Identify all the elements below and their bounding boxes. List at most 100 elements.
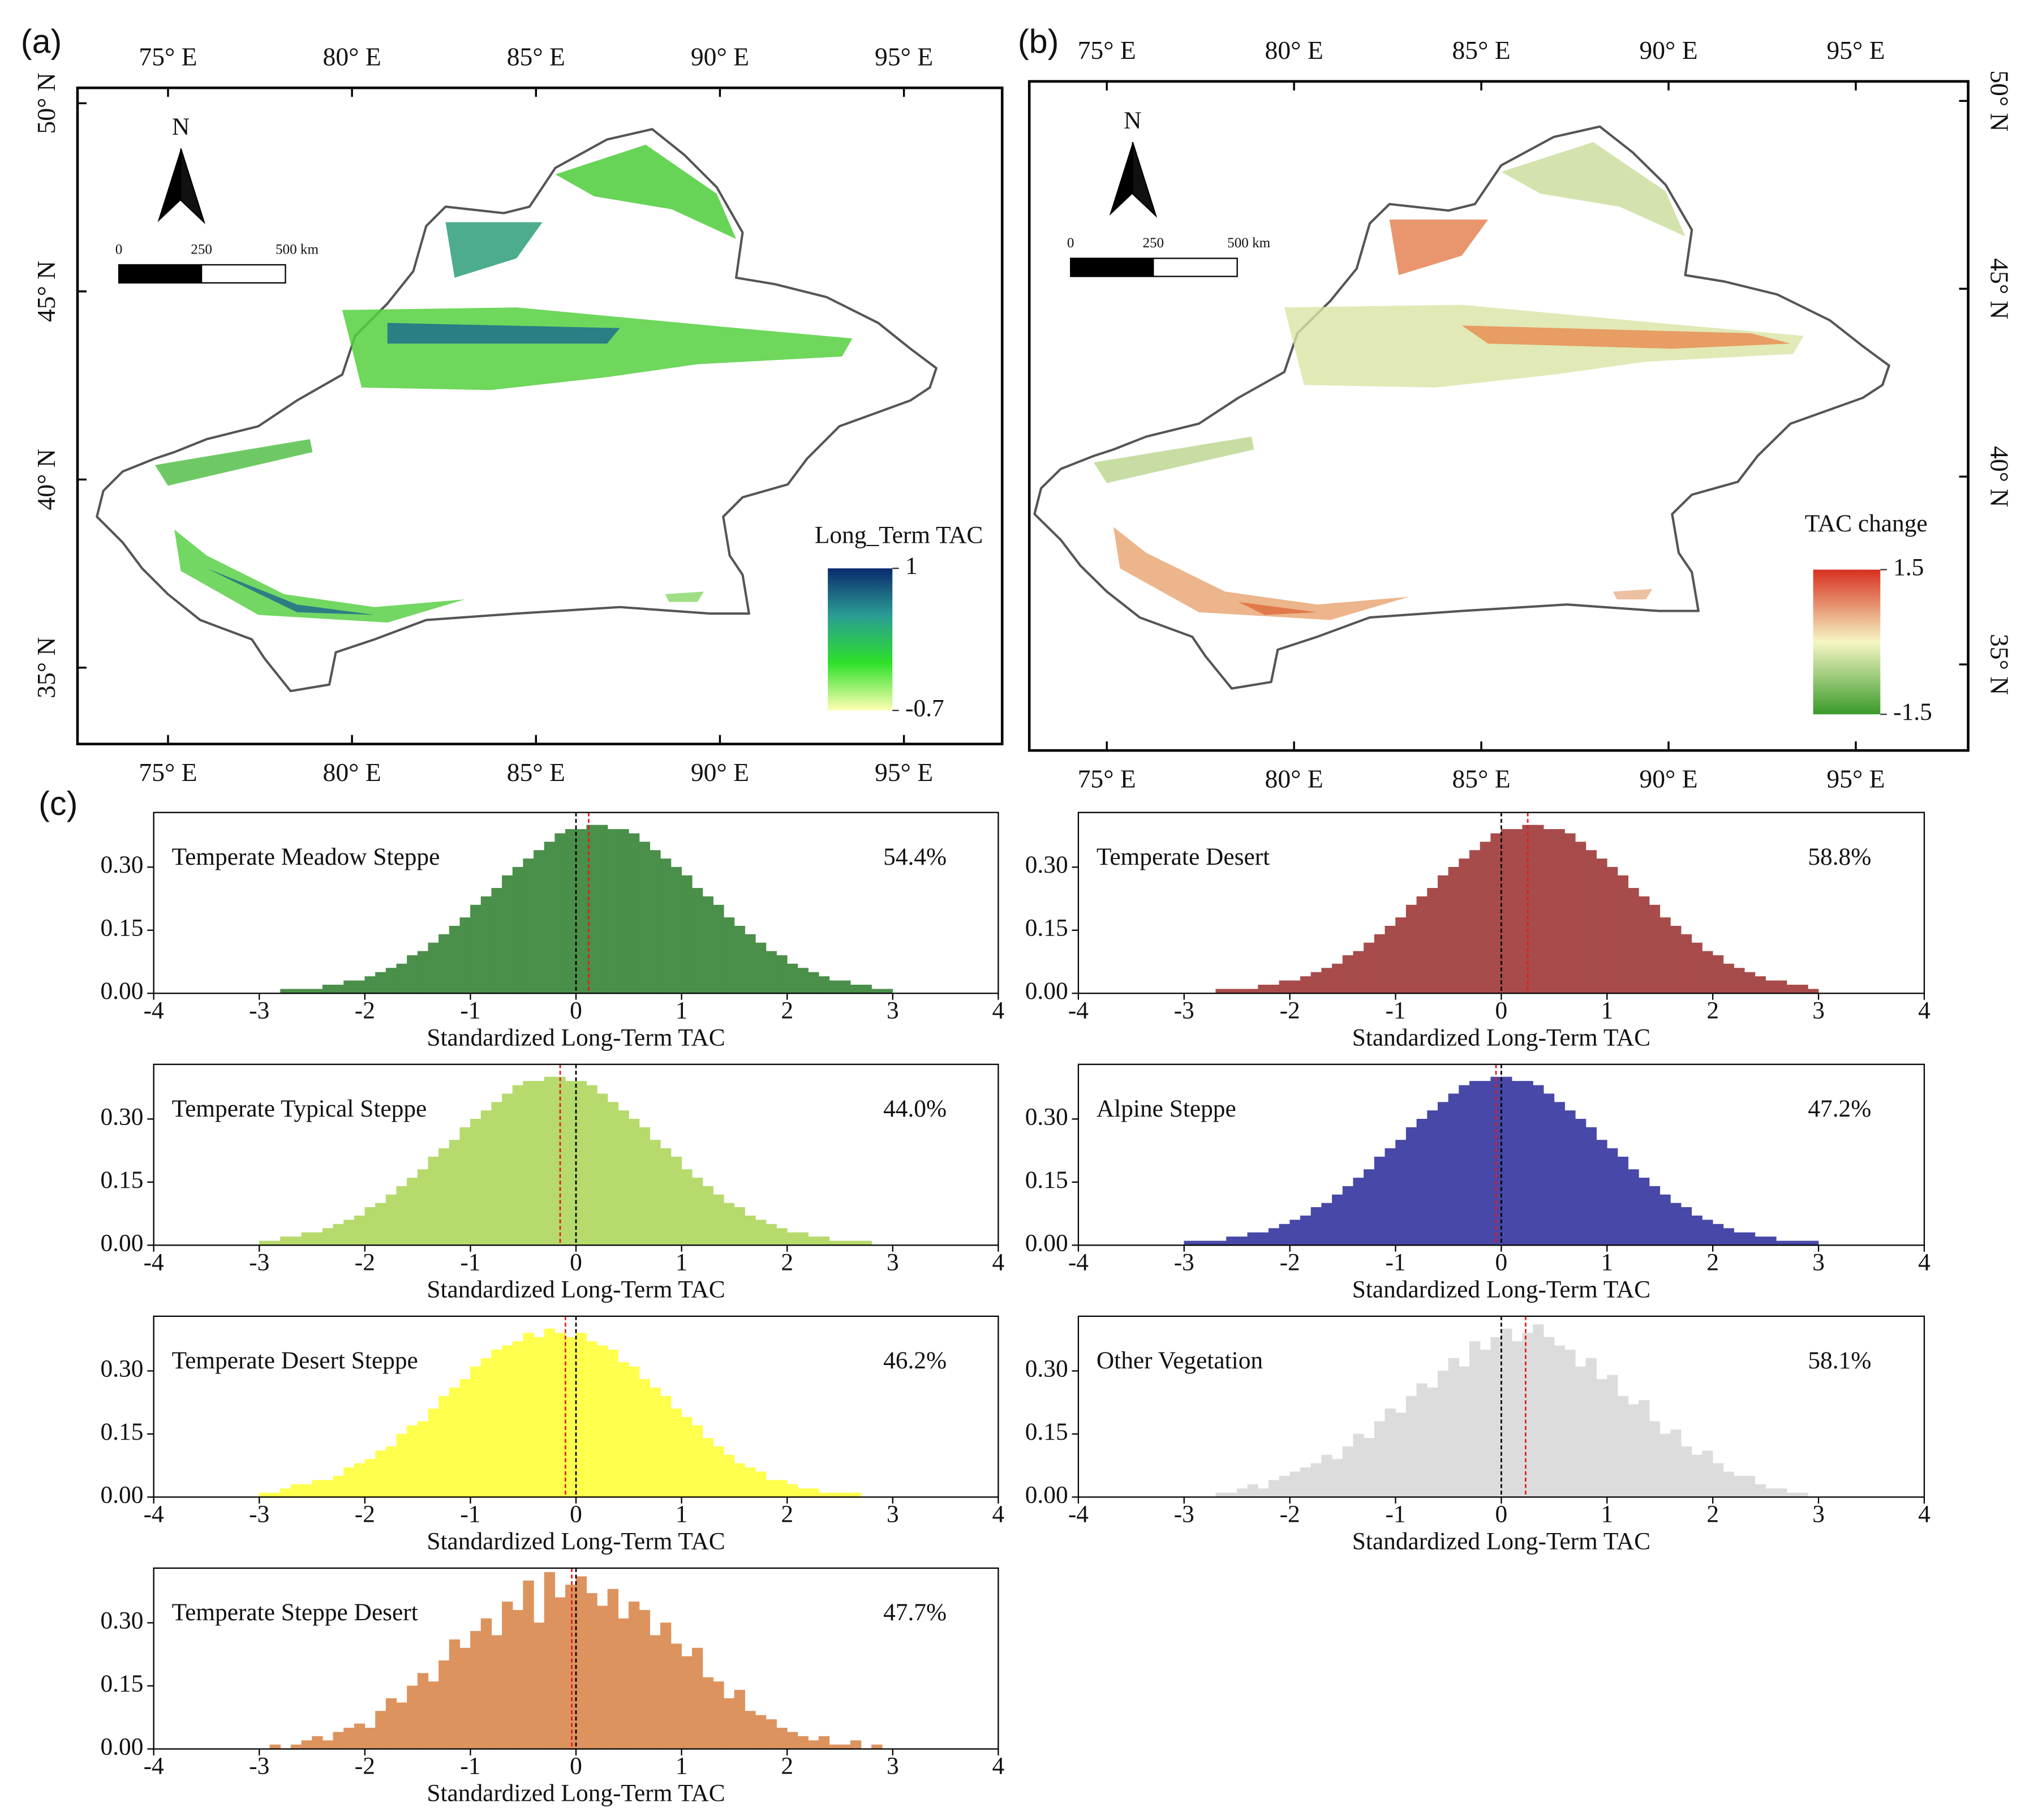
- lon-label: 95° E: [1826, 764, 1885, 793]
- x-tick-label: 1: [1601, 997, 1613, 1024]
- x-tick-label: 3: [1812, 1248, 1825, 1276]
- x-tick-label: -4: [144, 1248, 164, 1276]
- vegetation-patch: [1093, 436, 1254, 483]
- bar: [1310, 972, 1322, 994]
- bar: [1606, 1148, 1618, 1246]
- bar: [1554, 1102, 1565, 1246]
- lon-label: 90° E: [1639, 36, 1697, 65]
- bar: [480, 1358, 492, 1497]
- x-tick-label: -2: [1280, 1501, 1300, 1528]
- bar: [290, 1484, 302, 1497]
- y-tick-label: 0.30: [101, 1355, 144, 1382]
- bar: [1469, 1081, 1481, 1246]
- bar: [586, 1085, 597, 1246]
- bar: [1258, 1232, 1269, 1246]
- bar: [1437, 875, 1449, 994]
- bar: [364, 1727, 376, 1749]
- bar: [1734, 1232, 1745, 1246]
- bar: [491, 888, 502, 994]
- bar: [766, 1224, 777, 1246]
- x-tick-label: -4: [1068, 1248, 1089, 1276]
- bar: [1427, 1387, 1438, 1497]
- x-tick-label: 2: [781, 1501, 793, 1528]
- bar: [396, 1433, 407, 1497]
- bar: [618, 1362, 629, 1497]
- bar: [1342, 1186, 1354, 1246]
- bar: [407, 1178, 418, 1246]
- bar: [1374, 934, 1386, 994]
- bar: [417, 951, 429, 994]
- bar: [428, 1681, 439, 1749]
- bar: [407, 1685, 418, 1749]
- bar: [480, 896, 492, 994]
- bar: [459, 1379, 471, 1497]
- bar: [818, 1736, 830, 1749]
- bar: [1533, 825, 1544, 994]
- bar: [1437, 1371, 1449, 1497]
- x-tick-label: 0: [570, 1753, 582, 1780]
- lon-label: 75° E: [1078, 36, 1136, 65]
- lon-label: 85° E: [507, 758, 565, 787]
- bar: [1639, 1400, 1650, 1497]
- bar: [1342, 1446, 1354, 1497]
- bar: [385, 1194, 397, 1246]
- bar: [723, 1698, 735, 1749]
- lat-label: 50° N: [32, 72, 61, 134]
- bar: [343, 1220, 355, 1246]
- bar: [639, 1379, 650, 1497]
- bar: [766, 951, 777, 994]
- y-tick-label: 0.15: [1025, 915, 1068, 942]
- bar: [396, 1702, 407, 1749]
- x-axis-label: Standardized Long-Term TAC: [427, 1528, 725, 1555]
- bar: [1511, 1081, 1523, 1246]
- bar: [1268, 1228, 1280, 1246]
- bar: [1691, 1215, 1702, 1246]
- lon-label: 80° E: [1265, 36, 1323, 65]
- x-tick-label: -3: [249, 1248, 269, 1276]
- bar: [586, 1341, 597, 1497]
- bar: [1702, 1220, 1713, 1246]
- bar: [290, 1237, 302, 1246]
- y-tick-label: 0.30: [1025, 1103, 1068, 1130]
- vegetation-patch: [665, 591, 704, 602]
- bar: [1659, 1433, 1671, 1497]
- lat-label: 40° N: [1985, 446, 2014, 507]
- bar: [1405, 904, 1417, 994]
- bar: [544, 1076, 556, 1246]
- bar: [280, 1488, 291, 1497]
- lon-label: 75° E: [139, 42, 197, 71]
- bar: [1670, 1430, 1682, 1497]
- bar: [766, 1480, 777, 1497]
- percent-annotation: 44.0%: [883, 1095, 947, 1122]
- bar: [1659, 1194, 1671, 1246]
- x-tick-label: 4: [1918, 997, 1931, 1024]
- bar: [1649, 904, 1661, 994]
- bar: [1511, 1341, 1523, 1497]
- bar: [1734, 1475, 1745, 1497]
- bar: [1543, 1337, 1555, 1497]
- bar: [459, 1647, 471, 1749]
- bar: [1364, 1438, 1375, 1497]
- bar: [702, 896, 713, 994]
- bar: [512, 1341, 524, 1497]
- bar: [544, 1572, 556, 1749]
- bar: [396, 1186, 407, 1246]
- y-tick-label: 0.15: [1025, 1166, 1068, 1194]
- bar: [396, 963, 407, 994]
- bar: [438, 934, 450, 994]
- bar: [776, 955, 788, 994]
- bar: [1617, 875, 1629, 994]
- bar: [1680, 934, 1692, 994]
- bar: [333, 985, 344, 994]
- bar: [1395, 1140, 1407, 1246]
- x-axis-label: Standardized Long-Term TAC: [1352, 1528, 1650, 1555]
- bar: [1522, 1333, 1533, 1497]
- bar: [343, 1727, 355, 1749]
- x-tick-label: 2: [1706, 997, 1719, 1024]
- bar: [1533, 1085, 1544, 1246]
- bar: [818, 976, 830, 994]
- bar: [1300, 1215, 1312, 1246]
- bar: [861, 985, 872, 994]
- bar: [1744, 1475, 1756, 1497]
